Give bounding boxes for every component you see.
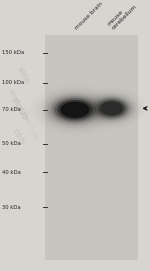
Text: .com: .com [10,125,26,146]
Ellipse shape [57,100,93,120]
Ellipse shape [92,97,131,120]
Text: mouse
cerebellum: mouse cerebellum [106,0,138,31]
Ellipse shape [51,96,99,123]
Text: 40 kDa: 40 kDa [2,170,20,175]
Ellipse shape [100,101,123,115]
Ellipse shape [90,95,134,122]
Text: 70 kDa: 70 kDa [2,107,20,112]
Ellipse shape [98,100,126,117]
Text: www.ptglab.com: www.ptglab.com [6,87,39,141]
Ellipse shape [48,95,102,125]
Ellipse shape [60,102,90,118]
Text: 150 kDa: 150 kDa [2,50,24,55]
Text: 30 kDa: 30 kDa [2,205,20,210]
Ellipse shape [87,93,136,123]
Text: mouse brain: mouse brain [74,2,104,31]
Text: ptglab: ptglab [10,95,29,121]
Text: 100 kDa: 100 kDa [2,80,24,85]
Text: www.: www. [15,65,32,87]
Text: 50 kDa: 50 kDa [2,141,20,146]
Ellipse shape [95,98,129,118]
Bar [45,35,138,260]
Ellipse shape [54,98,96,121]
Ellipse shape [44,93,106,127]
